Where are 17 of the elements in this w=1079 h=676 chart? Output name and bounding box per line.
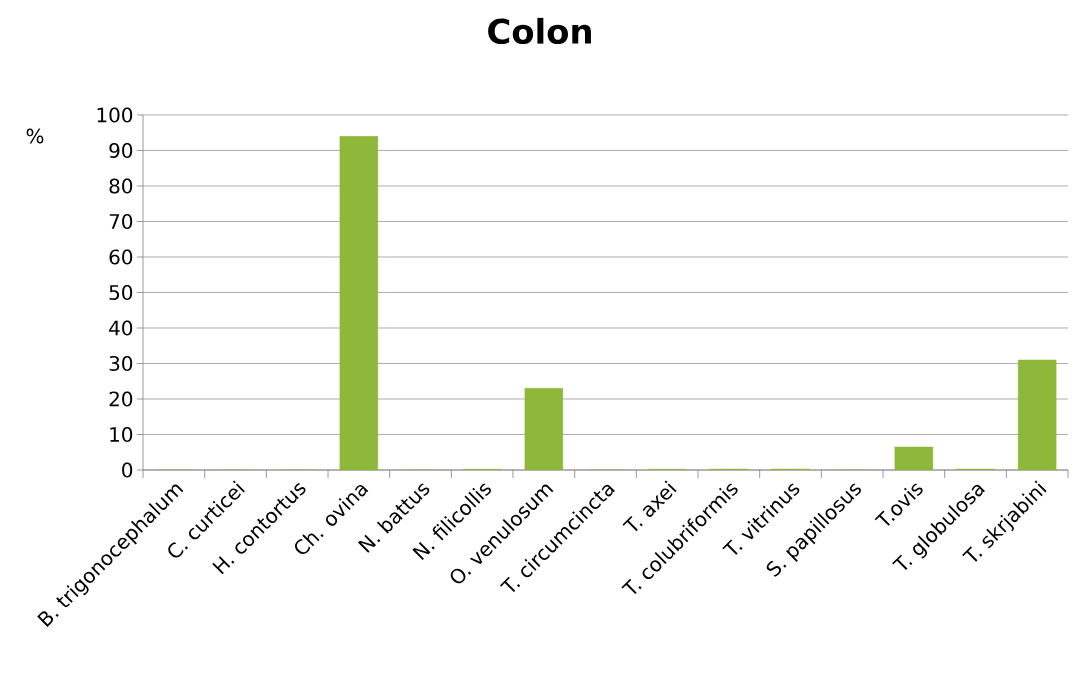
bar (1017, 359, 1057, 470)
y-tick-label: 90 (109, 142, 133, 159)
bar (894, 446, 934, 470)
y-tick-label: 10 (110, 426, 133, 443)
y-axis-title: % (26, 128, 44, 144)
chart-title: Colon (488, 17, 591, 45)
y-tick-label: 20 (109, 391, 133, 407)
y-tick-label: 0 (122, 462, 133, 478)
bar (339, 136, 379, 470)
y-tick-label: 60 (109, 249, 133, 265)
bar (524, 388, 564, 470)
y-tick-label: 70 (109, 213, 133, 230)
y-tick-label: 50 (109, 284, 133, 301)
y-tick-label: 100 (97, 107, 133, 123)
y-tick-label: 80 (109, 178, 133, 194)
y-tick-label: 40 (109, 320, 133, 336)
y-tick-label: 30 (109, 355, 133, 372)
